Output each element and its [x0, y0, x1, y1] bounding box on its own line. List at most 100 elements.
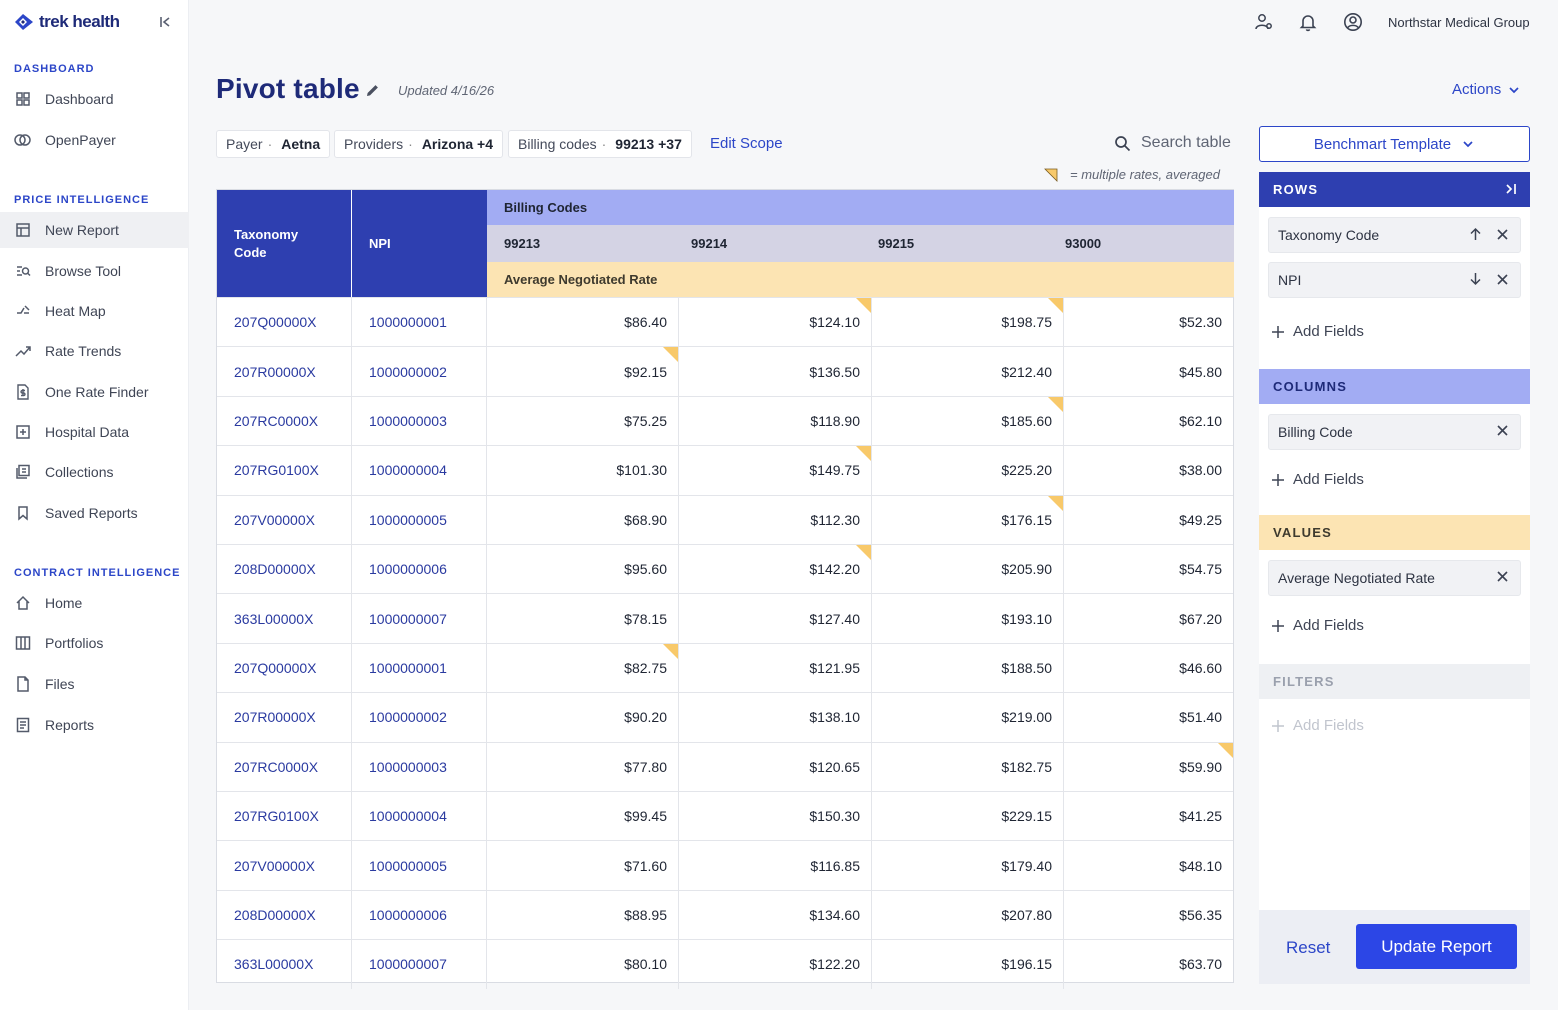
rate-cell[interactable]: $127.40 — [679, 594, 872, 643]
sidebar-item-openpayer[interactable]: OpenPayer — [0, 122, 189, 158]
actions-menu-button[interactable]: Actions — [1452, 81, 1521, 98]
rate-cell[interactable]: $134.60 — [679, 890, 872, 940]
npi-link[interactable]: 1000000005 — [352, 495, 487, 544]
add-value-field-button[interactable]: Add Fields — [1271, 617, 1364, 634]
sidebar-item-collections[interactable]: Collections — [0, 454, 189, 490]
rate-cell[interactable]: $56.35 — [1179, 906, 1222, 923]
bell-icon[interactable] — [1298, 12, 1318, 32]
npi-link[interactable]: 1000000007 — [352, 594, 487, 643]
rate-cell[interactable]: $38.00 — [1179, 462, 1222, 479]
npi-link[interactable]: 1000000001 — [352, 298, 487, 347]
rate-cell[interactable]: $62.10 — [1179, 412, 1222, 429]
header-code-99213[interactable]: 99213 — [504, 236, 541, 251]
rate-cell[interactable]: $82.75 — [487, 643, 679, 693]
rate-cell[interactable]: $205.90 — [872, 545, 1064, 594]
arrow-up-icon[interactable] — [1469, 227, 1482, 241]
rate-cell[interactable]: $121.95 — [679, 643, 872, 693]
sidebar-item-rate-trends[interactable]: Rate Trends — [0, 333, 189, 369]
taxonomy-code-link[interactable]: 207R00000X — [217, 347, 352, 396]
npi-link[interactable]: 1000000004 — [352, 792, 487, 841]
scope-chip-payer[interactable]: Payer · Aetna — [216, 130, 331, 158]
organization-name[interactable]: Northstar Medical Group — [1388, 15, 1530, 30]
reset-button[interactable]: Reset — [1286, 938, 1331, 957]
close-icon[interactable] — [1496, 273, 1509, 286]
account-icon[interactable] — [1343, 12, 1363, 32]
rate-cell[interactable]: $138.10 — [679, 693, 872, 742]
taxonomy-code-link[interactable]: 207RC0000X — [217, 742, 352, 791]
npi-link[interactable]: 1000000005 — [352, 841, 487, 890]
rate-cell[interactable]: $198.75 — [872, 298, 1064, 347]
rate-cell[interactable]: $63.70 — [1179, 956, 1222, 973]
rate-cell[interactable]: $142.20 — [679, 545, 872, 594]
taxonomy-code-link[interactable]: 207RC0000X — [217, 396, 352, 446]
columns-field-billing-code[interactable]: Billing Code — [1268, 414, 1521, 450]
rate-cell[interactable]: $88.95 — [487, 890, 679, 940]
rate-cell[interactable]: $207.80 — [872, 890, 1064, 940]
rows-field-npi[interactable]: NPI — [1268, 262, 1521, 298]
rate-cell[interactable]: $41.25 — [1179, 808, 1222, 825]
header-code-99214[interactable]: 99214 — [691, 236, 728, 251]
rate-cell[interactable]: $48.10 — [1179, 857, 1222, 874]
rate-cell[interactable]: $120.65 — [679, 742, 872, 791]
header-code-99215[interactable]: 99215 — [878, 236, 915, 251]
sidebar-item-one-rate-finder[interactable]: One Rate Finder — [0, 374, 189, 410]
npi-link[interactable]: 1000000003 — [352, 396, 487, 446]
rate-cell[interactable]: $99.45 — [487, 792, 679, 841]
rate-cell[interactable]: $118.90 — [679, 396, 872, 446]
npi-link[interactable]: 1000000007 — [352, 940, 487, 989]
npi-link[interactable]: 1000000006 — [352, 545, 487, 594]
collapse-panel-icon[interactable] — [1504, 182, 1518, 196]
rate-cell[interactable]: $86.40 — [487, 298, 679, 347]
sidebar-item-hospital-data[interactable]: Hospital Data — [0, 414, 189, 450]
taxonomy-code-link[interactable]: 208D00000X — [217, 545, 352, 594]
taxonomy-code-link[interactable]: 208D00000X — [217, 890, 352, 940]
rate-cell[interactable]: $52.30 — [1179, 314, 1222, 331]
close-icon[interactable] — [1496, 424, 1509, 437]
taxonomy-code-link[interactable]: 207V00000X — [217, 495, 352, 544]
rate-cell[interactable]: $116.85 — [679, 841, 872, 890]
sidebar-item-files[interactable]: Files — [0, 666, 189, 702]
rate-cell[interactable]: $95.60 — [487, 545, 679, 594]
rate-cell[interactable]: $90.20 — [487, 693, 679, 742]
rate-cell[interactable]: $176.15 — [872, 495, 1064, 544]
sidebar-item-browse-tool[interactable]: Browse Tool — [0, 253, 189, 289]
rate-cell[interactable]: $67.20 — [1179, 610, 1222, 627]
sidebar-item-reports[interactable]: Reports — [0, 707, 189, 743]
rate-cell[interactable]: $122.20 — [679, 940, 872, 989]
rate-cell[interactable]: $71.60 — [487, 841, 679, 890]
close-icon[interactable] — [1496, 570, 1509, 583]
rate-cell[interactable]: $51.40 — [1179, 709, 1222, 726]
scope-chip-billing-codes[interactable]: Billing codes · 99213 +37 — [508, 130, 692, 158]
rate-cell[interactable]: $136.50 — [679, 347, 872, 396]
sidebar-item-dashboard[interactable]: Dashboard — [0, 81, 189, 117]
header-npi[interactable]: NPI — [352, 190, 487, 297]
npi-link[interactable]: 1000000006 — [352, 890, 487, 940]
rate-cell[interactable]: $179.40 — [872, 841, 1064, 890]
taxonomy-code-link[interactable]: 363L00000X — [217, 594, 352, 643]
edit-title-icon[interactable] — [364, 82, 381, 99]
taxonomy-code-link[interactable]: 363L00000X — [217, 940, 352, 989]
npi-link[interactable]: 1000000004 — [352, 446, 487, 495]
user-settings-icon[interactable] — [1254, 12, 1274, 32]
rate-cell[interactable]: $124.10 — [679, 298, 872, 347]
rate-cell[interactable]: $188.50 — [872, 643, 1064, 693]
taxonomy-code-link[interactable]: 207Q00000X — [217, 643, 352, 693]
taxonomy-code-link[interactable]: 207RG0100X — [217, 792, 352, 841]
template-dropdown[interactable]: Benchmart Template — [1259, 126, 1530, 162]
rate-cell[interactable]: $46.60 — [1179, 659, 1222, 676]
rate-cell[interactable]: $101.30 — [487, 446, 679, 495]
taxonomy-code-link[interactable]: 207Q00000X — [217, 298, 352, 347]
taxonomy-code-link[interactable]: 207R00000X — [217, 693, 352, 742]
brand-logo[interactable]: trek health — [13, 12, 120, 32]
update-report-button[interactable]: Update Report — [1356, 924, 1517, 969]
rate-cell[interactable]: $219.00 — [872, 693, 1064, 742]
header-taxonomy-code[interactable]: Taxonomy Code — [217, 190, 352, 297]
collapse-sidebar-icon[interactable] — [158, 15, 172, 29]
rate-cell[interactable]: $54.75 — [1179, 561, 1222, 578]
rate-cell[interactable]: $92.15 — [487, 347, 679, 396]
rate-cell[interactable]: $150.30 — [679, 792, 872, 841]
values-field-average-negotiated-rate[interactable]: Average Negotiated Rate — [1268, 560, 1521, 596]
sidebar-item-heat-map[interactable]: Heat Map — [0, 293, 189, 329]
sidebar-item-saved-reports[interactable]: Saved Reports — [0, 495, 189, 531]
npi-link[interactable]: 1000000003 — [352, 742, 487, 791]
